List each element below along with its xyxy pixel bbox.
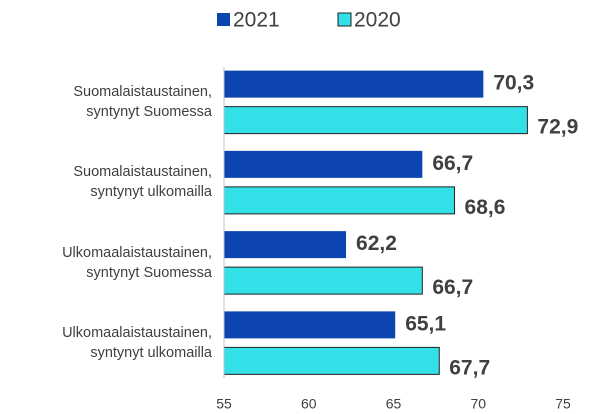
bar — [223, 186, 456, 215]
bar — [223, 346, 440, 375]
bar — [223, 266, 423, 295]
legend-swatch — [217, 13, 230, 26]
value-label: 65,1 — [405, 312, 446, 335]
value-label: 70,3 — [493, 72, 534, 95]
legend-swatch — [337, 12, 352, 27]
x-tick-label: 65 — [386, 396, 402, 412]
value-label: 62,2 — [356, 232, 397, 255]
value-label: 66,7 — [432, 152, 473, 175]
x-tick-label: 55 — [216, 396, 232, 412]
legend-label: 2020 — [354, 9, 401, 32]
x-tick-label: 60 — [301, 396, 317, 412]
value-label: 68,6 — [465, 196, 506, 219]
x-tick-label: 75 — [555, 396, 571, 412]
value-label: 67,7 — [449, 356, 490, 379]
bar — [223, 106, 528, 135]
bar — [224, 150, 423, 178]
category-label: Ulkomaalaistaustainen, syntynyt Suomessa — [62, 244, 212, 281]
category-label: Suomalaistaustainen, syntynyt ulkomailla — [73, 164, 212, 201]
category-label: Ulkomaalaistaustainen, syntynyt ulkomail… — [62, 324, 212, 361]
bar — [224, 70, 484, 98]
legend-label: 2021 — [233, 9, 280, 32]
value-label: 72,9 — [537, 116, 578, 139]
x-tick-label: 70 — [470, 396, 486, 412]
bar — [224, 311, 396, 339]
bar — [224, 231, 347, 259]
category-label: Suomalaistaustainen, syntynyt Suomessa — [73, 84, 212, 121]
value-label: 66,7 — [432, 276, 473, 299]
